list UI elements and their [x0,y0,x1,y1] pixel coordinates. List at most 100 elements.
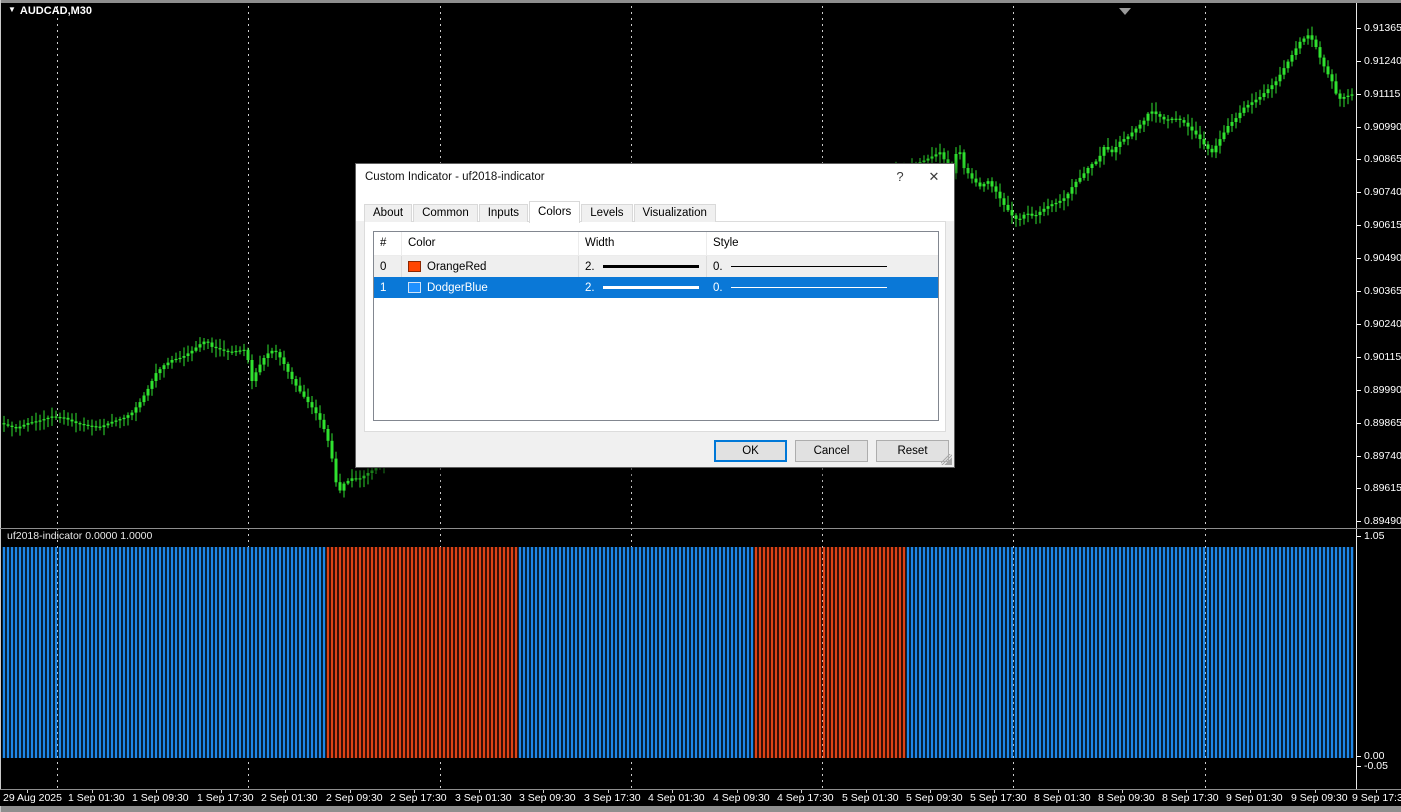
color-table-row-0[interactable]: 0 OrangeRed 2. 0. [374,256,938,277]
width-cell[interactable]: 2. [579,256,707,277]
time-tick [285,790,286,793]
price-axis-label: 0.90490 [1364,252,1401,264]
resize-grip[interactable] [941,454,952,465]
style-preview-line [730,287,887,288]
tab-inputs[interactable]: Inputs [478,204,529,222]
time-axis[interactable]: 29 Aug 2025 1 Sep 01:30 1 Sep 09:30 1 Sep 1… [0,790,1401,806]
width-cell[interactable]: 2. [579,277,707,298]
time-axis-label: 29 Aug 2025 [3,792,62,804]
tab-about[interactable]: About [364,204,413,222]
color-swatch [408,261,421,272]
time-axis-label: 5 Sep 01:30 [842,792,899,804]
price-tick [1357,390,1361,391]
time-tick [1376,790,1377,793]
tab-colors[interactable]: Colors [529,201,581,223]
column-header-style[interactable]: Style [713,237,739,249]
symbol-timeframe-label: ▼ AUDCAD,M30 [8,5,92,17]
color-cell[interactable]: OrangeRed [402,256,579,277]
time-tick [930,790,931,793]
time-axis-label: 8 Sep 17:30 [1162,792,1219,804]
reset-button[interactable]: Reset [876,440,949,462]
ok-button[interactable]: OK [714,440,787,462]
time-axis-label: 1 Sep 09:30 [132,792,189,804]
price-axis[interactable]: 0.91365 0.91240 0.91115 0.90990 0.90865 0.907… [1356,3,1401,790]
time-tick [479,790,480,793]
time-axis-label: 9 Sep 09:30 [1291,792,1348,804]
time-axis-label: 8 Sep 09:30 [1098,792,1155,804]
window-bottom-frame [0,806,1401,812]
price-axis-label: 0.90740 [1364,186,1401,198]
time-tick [994,790,995,793]
color-table-row-1[interactable]: 1 DodgerBlue 2. 0. [374,277,938,298]
column-header-color[interactable]: Color [402,232,579,255]
tab-visualization[interactable]: Visualization [633,204,716,222]
price-tick [1357,324,1361,325]
tab-levels[interactable]: Levels [581,204,633,222]
price-tick [1357,258,1361,259]
dropdown-icon[interactable]: ▼ [8,5,16,14]
column-header-width[interactable]: Width [579,232,707,255]
dialog-title: Custom Indicator - uf2018-indicator [365,171,545,183]
price-tick [1357,127,1361,128]
price-axis-label: 0.89740 [1364,450,1401,462]
color-name: DodgerBlue [427,281,488,294]
tab-page: # Color Width Style 0 OrangeRed 2. 0. 1 DodgerBl… [364,221,946,432]
column-header-num[interactable]: # [374,232,402,255]
row-index: 0 [374,256,402,277]
price-axis-label: 0.89615 [1364,482,1401,494]
price-tick [1357,61,1361,62]
color-cell[interactable]: DodgerBlue [402,277,579,298]
time-axis-label: 5 Sep 09:30 [906,792,963,804]
width-preview-line [602,265,699,268]
indicator-scale-tick [1357,536,1361,537]
price-axis-label: 0.91240 [1364,55,1401,67]
time-axis-label: 9 Sep 01:30 [1226,792,1283,804]
time-tick [801,790,802,793]
time-axis-separator [0,789,1401,790]
time-axis-label: 3 Sep 09:30 [519,792,576,804]
colors-table-header: # Color Width Style [374,232,938,256]
price-axis-label: 0.90865 [1364,153,1401,165]
chart-shift-icon[interactable] [1119,8,1131,15]
price-tick [1357,94,1361,95]
time-tick [1250,790,1251,793]
time-axis-label: 4 Sep 01:30 [648,792,705,804]
help-icon[interactable]: ? [896,169,904,184]
price-axis-label: 0.89865 [1364,417,1401,429]
chart-area[interactable] [0,0,1356,790]
dialog-tab-strip: About Common Inputs Colors Levels Visualizati… [364,200,717,223]
width-preview-line [602,286,699,289]
indicator-scale-label: 0.00 [1364,750,1385,762]
time-axis-label: 5 Sep 17:30 [970,792,1027,804]
style-cell[interactable]: 0. [707,277,938,298]
time-axis-label: 1 Sep 01:30 [68,792,125,804]
time-tick [221,790,222,793]
price-tick [1357,192,1361,193]
window-top-frame [0,0,1401,3]
row-index: 1 [380,281,387,294]
cancel-button[interactable]: Cancel [795,440,868,462]
indicator-value-label: uf2018-indicator 0.0000 1.0000 [7,530,153,542]
colors-table: # Color Width Style 0 OrangeRed 2. 0. 1 DodgerBl… [373,231,939,421]
price-tick [1357,521,1361,522]
time-tick [27,790,28,793]
time-axis-label: 4 Sep 09:30 [713,792,770,804]
indicator-scale-label: -0.05 [1364,760,1388,772]
tab-common[interactable]: Common [413,204,478,222]
time-axis-label: 2 Sep 01:30 [261,792,318,804]
close-icon[interactable]: ✕ [928,169,940,184]
price-axis-label: 0.90615 [1364,219,1401,231]
custom-indicator-dialog: Custom Indicator - uf2018-indicator ? ✕ … [355,163,955,468]
indicator-panel-separator[interactable] [0,528,1401,529]
time-tick [92,790,93,793]
time-tick [608,790,609,793]
time-axis-label: 3 Sep 01:30 [455,792,512,804]
time-axis-label: 9 Sep 17:30 [1352,792,1401,804]
time-tick [1315,790,1316,793]
time-tick [414,790,415,793]
price-tick [1357,159,1361,160]
price-tick [1357,225,1361,226]
style-cell[interactable]: 0. [707,256,938,277]
color-swatch [408,282,421,293]
